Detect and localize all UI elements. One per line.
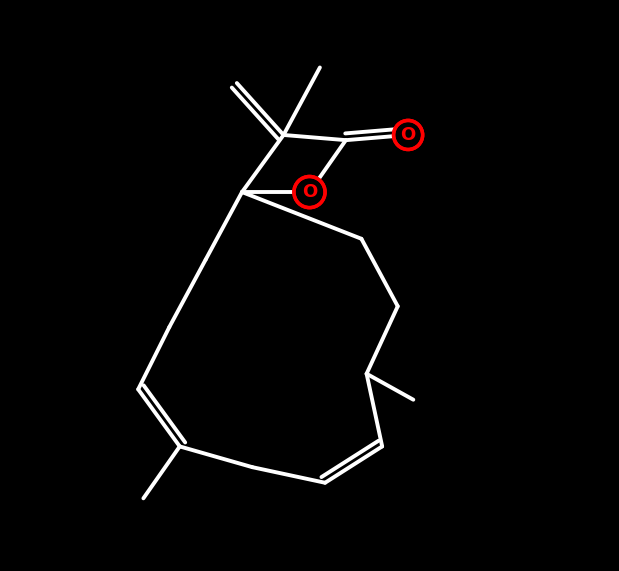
Text: O: O [302, 183, 317, 201]
Text: O: O [400, 126, 416, 144]
Circle shape [395, 122, 422, 148]
Circle shape [295, 178, 324, 207]
